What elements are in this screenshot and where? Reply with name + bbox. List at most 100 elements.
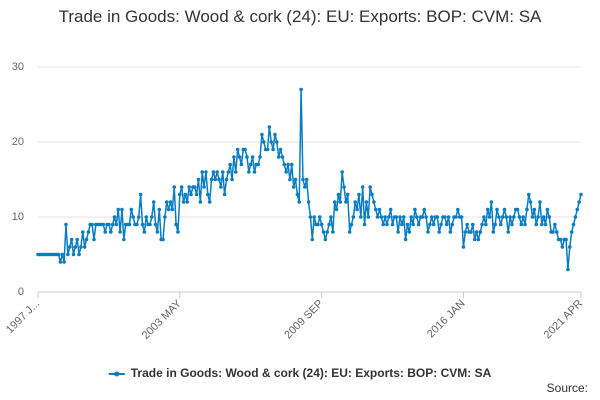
point xyxy=(454,215,458,219)
point xyxy=(90,222,94,227)
point xyxy=(213,177,218,182)
point xyxy=(484,222,488,227)
point xyxy=(67,245,72,249)
point xyxy=(416,222,421,227)
point xyxy=(536,215,540,219)
point xyxy=(497,215,501,219)
point xyxy=(187,185,191,189)
point xyxy=(293,177,298,182)
point xyxy=(519,222,524,227)
point xyxy=(573,215,578,219)
point xyxy=(217,177,221,182)
point xyxy=(424,215,428,219)
point xyxy=(142,230,147,234)
point xyxy=(566,267,570,272)
point xyxy=(334,207,339,212)
point xyxy=(179,185,184,189)
x-tick-label: 1997 J... xyxy=(4,298,42,336)
point xyxy=(232,155,236,159)
point xyxy=(388,207,393,212)
point xyxy=(131,215,135,219)
point xyxy=(512,215,516,219)
point xyxy=(148,222,152,227)
point xyxy=(493,222,497,227)
point xyxy=(521,215,525,219)
point xyxy=(206,192,210,197)
point xyxy=(325,230,330,234)
point xyxy=(426,230,430,234)
point xyxy=(297,200,302,204)
point xyxy=(230,177,234,182)
point xyxy=(327,222,331,227)
point xyxy=(140,222,145,227)
point xyxy=(250,155,255,159)
point xyxy=(353,200,358,204)
point xyxy=(185,200,190,204)
point xyxy=(84,237,89,242)
point xyxy=(398,215,402,219)
point xyxy=(151,200,156,204)
source: Source: xyxy=(547,381,588,395)
point xyxy=(446,215,451,219)
point xyxy=(286,162,290,167)
point xyxy=(435,215,440,219)
point xyxy=(202,185,206,189)
point xyxy=(226,170,231,174)
point xyxy=(215,170,219,174)
point xyxy=(336,192,341,197)
legend: Trade in Goods: Wood & cork (24): EU: Ex… xyxy=(108,366,492,380)
point xyxy=(120,207,124,212)
point xyxy=(508,215,512,219)
point xyxy=(265,147,270,152)
point xyxy=(383,215,387,219)
point xyxy=(79,245,83,249)
point xyxy=(465,222,469,227)
point xyxy=(370,192,374,197)
point xyxy=(69,237,74,242)
point xyxy=(569,230,574,234)
point xyxy=(239,162,244,167)
point xyxy=(73,245,78,249)
point xyxy=(198,200,203,204)
point xyxy=(127,222,132,227)
point xyxy=(500,215,505,219)
point xyxy=(258,155,262,159)
point xyxy=(291,185,296,189)
point xyxy=(319,222,324,227)
point xyxy=(373,207,378,212)
point xyxy=(256,162,260,167)
point xyxy=(470,222,475,227)
point xyxy=(144,215,149,219)
point xyxy=(245,155,249,159)
point xyxy=(541,215,546,219)
point xyxy=(409,215,413,219)
point xyxy=(122,237,126,242)
point xyxy=(360,185,365,189)
point xyxy=(170,207,175,212)
point xyxy=(362,222,367,227)
point xyxy=(183,192,188,197)
point xyxy=(498,222,503,227)
point xyxy=(108,230,113,234)
point xyxy=(329,215,333,219)
point xyxy=(174,222,178,227)
point xyxy=(308,215,313,219)
point xyxy=(60,252,65,257)
point xyxy=(267,125,272,129)
x-tick-label: 2009 SEP xyxy=(282,298,326,342)
point xyxy=(66,252,70,257)
point xyxy=(194,192,199,197)
point xyxy=(107,222,111,227)
point xyxy=(344,200,348,204)
point xyxy=(400,222,404,227)
point xyxy=(321,230,326,234)
point xyxy=(192,185,197,189)
point xyxy=(312,215,316,219)
point xyxy=(252,170,257,174)
point xyxy=(413,207,417,212)
point xyxy=(530,215,535,219)
point xyxy=(506,230,511,234)
point xyxy=(428,222,432,227)
point xyxy=(301,177,305,182)
